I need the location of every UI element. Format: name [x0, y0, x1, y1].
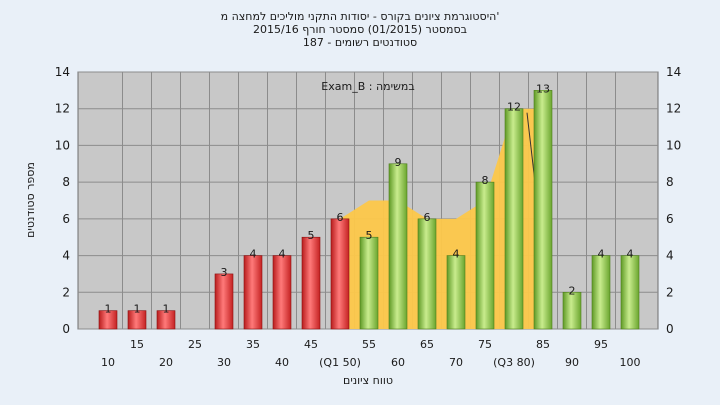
value-label-50: 6 [337, 211, 344, 224]
y-tick-right-2: 2 [666, 285, 674, 299]
x-tick-30: 30 [217, 356, 231, 369]
x-tick-35: 35 [246, 338, 260, 351]
x-tick-85: 85 [536, 338, 550, 351]
x-tick-45: 45 [304, 338, 318, 351]
y-tick-labels-left: 0 2 4 6 8 10 12 14 [55, 65, 70, 336]
bar-15 [127, 310, 147, 330]
bar-55 [359, 236, 379, 330]
y-tick-right-4: 4 [666, 249, 674, 263]
y-tick-left-14: 14 [55, 65, 70, 79]
x-tick-75: 75 [478, 338, 492, 351]
y-tick-right-10: 10 [666, 138, 681, 152]
value-label-35: 4 [250, 248, 257, 261]
x-tick-25: 25 [188, 338, 202, 351]
value-label-15: 1 [134, 303, 141, 316]
y-tick-left-6: 6 [62, 212, 70, 226]
bar-30 [214, 273, 234, 330]
bar-45 [301, 236, 321, 330]
bar-85 [533, 90, 553, 330]
y-tick-right-8: 8 [666, 175, 674, 189]
x-tick-95: 95 [594, 338, 608, 351]
chart-title-line-2: בסמסטר (01/2015) סמסטר חורף 2015/16 [253, 23, 467, 36]
bar-100 [620, 255, 640, 330]
x-axis-label: טווח ציונים [343, 374, 393, 387]
x-tick-55: 55 [362, 338, 376, 351]
y-tick-labels-right: 0 2 4 6 8 10 12 14 [666, 65, 681, 336]
bar-10 [98, 310, 118, 330]
value-label-20: 1 [163, 303, 170, 316]
y-axis-label: מספר סטודנטים [24, 162, 37, 238]
x-tick-100: 100 [620, 356, 641, 369]
value-label-100: 4 [627, 248, 634, 261]
y-tick-left-10: 10 [55, 138, 70, 152]
y-tick-left-4: 4 [62, 249, 70, 263]
x-tick-labels: 10 15 20 25 30 35 40 45(Q1 50)55 60 65 70 75(Q3 80)… [101, 338, 641, 369]
bar-35 [243, 255, 263, 330]
y-tick-left-12: 12 [55, 102, 70, 116]
value-label-95: 4 [598, 248, 605, 261]
bar-80 [504, 108, 524, 330]
x-tick-10: 10 [101, 356, 115, 369]
value-label-65: 6 [424, 211, 431, 224]
y-tick-left-2: 2 [62, 285, 70, 299]
x-tick-80: (Q3 80) [493, 356, 535, 369]
bar-75 [475, 181, 495, 330]
x-tick-70: 70 [449, 356, 463, 369]
y-tick-right-6: 6 [666, 212, 674, 226]
chart-title-line-1: היסטוגרמת ציונים בקורס - יסודות התקני מו… [220, 10, 500, 23]
bar-65 [417, 218, 437, 330]
exam-annotation: במשימה : Exam_B [321, 80, 414, 93]
bar-40 [272, 255, 292, 330]
bar-95 [591, 255, 611, 330]
value-label-75: 8 [482, 174, 489, 187]
y-tick-left-8: 8 [62, 175, 70, 189]
x-tick-60: 60 [391, 356, 405, 369]
value-label-90: 2 [569, 284, 576, 297]
bars [98, 90, 640, 330]
bar-90 [562, 291, 582, 330]
value-label-80: 12 [507, 101, 521, 114]
y-tick-left-0: 0 [62, 322, 70, 336]
value-label-40: 4 [279, 248, 286, 261]
value-label-30: 3 [221, 266, 228, 279]
bar-50 [330, 218, 350, 330]
value-label-70: 4 [453, 248, 460, 261]
chart-title-line-3: סטודנטים רשומים - 187 [302, 36, 418, 49]
bar-70 [446, 255, 466, 330]
x-tick-90: 90 [565, 356, 579, 369]
value-label-45: 5 [308, 229, 315, 242]
x-tick-65: 65 [420, 338, 434, 351]
y-tick-right-0: 0 [666, 322, 674, 336]
y-tick-right-12: 12 [666, 102, 681, 116]
value-label-10: 1 [105, 303, 112, 316]
y-tick-right-14: 14 [666, 65, 681, 79]
x-tick-50: (Q1 50) [319, 356, 361, 369]
x-tick-20: 20 [159, 356, 173, 369]
value-label-60: 9 [395, 156, 402, 169]
bar-20 [156, 310, 176, 330]
x-tick-40: 40 [275, 356, 289, 369]
bar-60 [388, 163, 408, 330]
value-label-85: 13 [536, 82, 550, 95]
x-tick-15: 15 [130, 338, 144, 351]
value-label-55: 5 [366, 229, 373, 242]
